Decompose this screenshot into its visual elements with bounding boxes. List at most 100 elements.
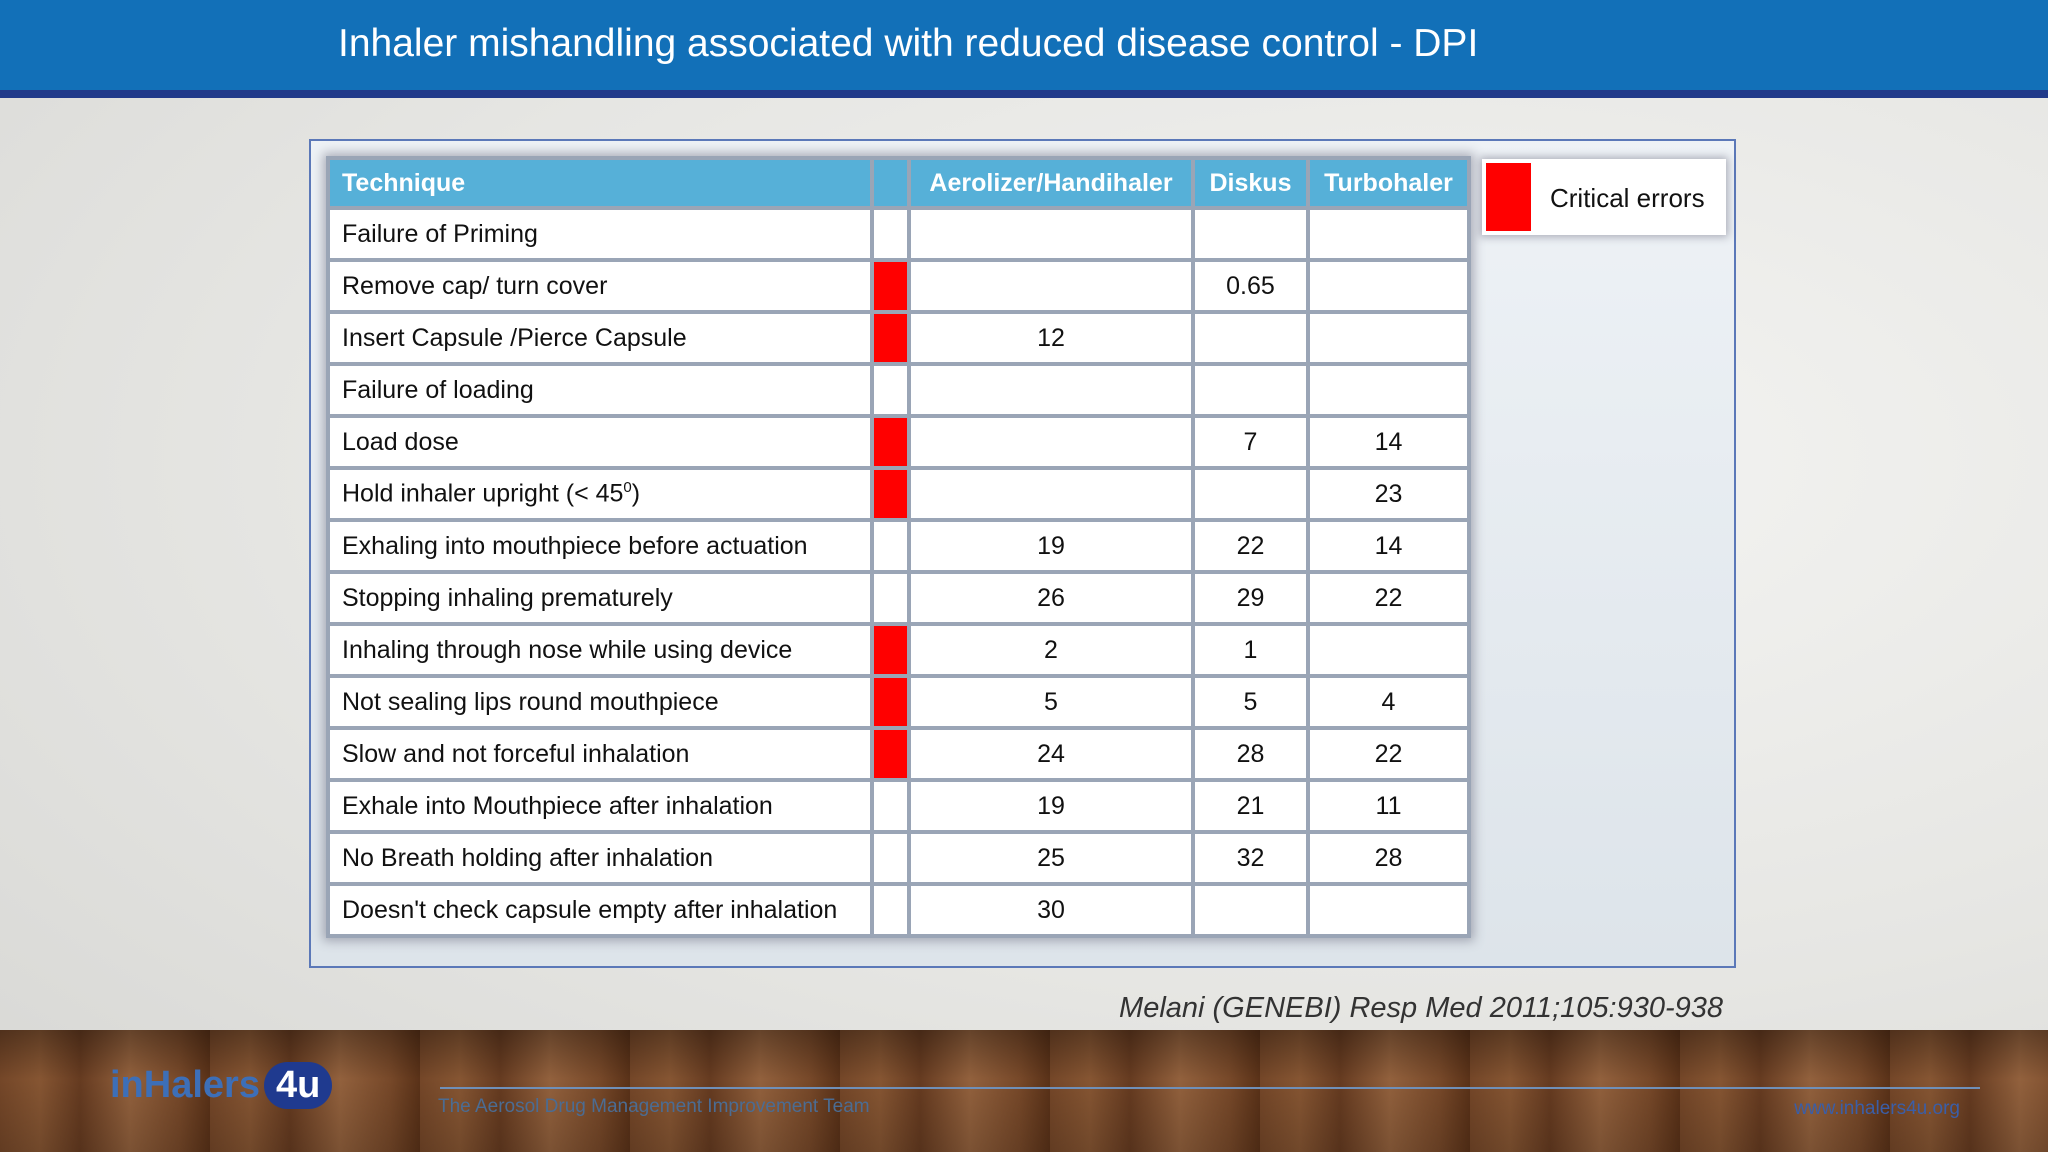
wood-floor-background	[0, 1030, 2048, 1152]
cell-diskus	[1195, 210, 1306, 258]
floor-shade	[0, 1030, 2048, 1152]
technique-label: Load dose	[342, 427, 459, 456]
footer-divider	[440, 1087, 1980, 1089]
critical-error-marker	[874, 314, 907, 362]
cell-technique: Doesn't check capsule empty after inhala…	[330, 886, 870, 934]
cell-turbohaler: 22	[1310, 730, 1467, 778]
table-row: Failure of Priming	[330, 210, 1467, 258]
cell-technique: Failure of Priming	[330, 210, 870, 258]
technique-label: Stopping inhaling prematurely	[342, 583, 673, 612]
table-row: Remove cap/ turn cover 0.65	[330, 262, 1467, 310]
critical-empty-cell	[874, 366, 907, 414]
error-table: Technique Aerolizer/Handihaler Diskus Tu…	[326, 156, 1471, 938]
inhalers4u-logo: inHalers 4u	[110, 1062, 333, 1109]
cell-technique: Remove cap/ turn cover	[330, 262, 870, 310]
table-row: Slow and not forceful inhalation 24 28 22	[330, 730, 1467, 778]
citation: Melani (GENEBI) Resp Med 2011;105:930-93…	[1119, 992, 1723, 1024]
table-row: Insert Capsule /Pierce Capsule 12	[330, 314, 1467, 362]
logo-badge: 4u	[263, 1062, 333, 1109]
critical-error-marker	[874, 262, 907, 310]
critical-empty-cell	[874, 886, 907, 934]
cell-turbohaler	[1310, 262, 1467, 310]
table-row: Exhaling into mouthpiece before actuatio…	[330, 522, 1467, 570]
slide-title: Inhaler mishandling associated with redu…	[338, 22, 1479, 65]
legend: Critical errors	[1482, 159, 1726, 235]
table-header-row: Technique Aerolizer/Handihaler Diskus Tu…	[330, 160, 1467, 206]
cell-diskus: 32	[1195, 834, 1306, 882]
cell-turbohaler	[1310, 626, 1467, 674]
header-turbohaler: Turbohaler	[1310, 160, 1467, 206]
title-bar	[0, 0, 2048, 92]
cell-aerolizer	[911, 418, 1191, 466]
critical-empty-cell	[874, 522, 907, 570]
cell-technique: Insert Capsule /Pierce Capsule	[330, 314, 870, 362]
cell-diskus	[1195, 366, 1306, 414]
cell-aerolizer: 12	[911, 314, 1191, 362]
cell-aerolizer: 19	[911, 782, 1191, 830]
table-row: No Breath holding after inhalation 25 32 28	[330, 834, 1467, 882]
cell-diskus	[1195, 314, 1306, 362]
cell-technique: Slow and not forceful inhalation	[330, 730, 870, 778]
cell-diskus: 21	[1195, 782, 1306, 830]
table-row: Hold inhaler upright (< 450) 23	[330, 470, 1467, 518]
cell-turbohaler: 4	[1310, 678, 1467, 726]
cell-technique: Not sealing lips round mouthpiece	[330, 678, 870, 726]
critical-error-marker	[874, 678, 907, 726]
table-row: Doesn't check capsule empty after inhala…	[330, 886, 1467, 934]
cell-aerolizer: 24	[911, 730, 1191, 778]
cell-turbohaler: 23	[1310, 470, 1467, 518]
table-body: Failure of Priming Remove cap/ turn cover…	[330, 210, 1467, 934]
technique-label: No Breath holding after inhalation	[342, 843, 714, 872]
technique-label: Doesn't check capsule empty after inhala…	[342, 895, 838, 924]
cell-technique: Hold inhaler upright (< 450)	[330, 470, 870, 518]
cell-technique: Exhaling into mouthpiece before actuatio…	[330, 522, 870, 570]
technique-label: Remove cap/ turn cover	[342, 271, 608, 300]
technique-label: Not sealing lips round mouthpiece	[342, 687, 719, 716]
critical-empty-cell	[874, 834, 907, 882]
header-aerolizer: Aerolizer/Handihaler	[911, 160, 1191, 206]
title-bar-rule	[0, 90, 2048, 98]
cell-diskus: 1	[1195, 626, 1306, 674]
critical-error-marker	[874, 418, 907, 466]
table-row: Exhale into Mouthpiece after inhalation 1…	[330, 782, 1467, 830]
cell-technique: Load dose	[330, 418, 870, 466]
cell-turbohaler	[1310, 886, 1467, 934]
technique-label: Failure of Priming	[342, 219, 538, 248]
cell-turbohaler	[1310, 366, 1467, 414]
cell-aerolizer: 25	[911, 834, 1191, 882]
technique-label: Inhaling through nose while using device	[342, 635, 793, 664]
cell-aerolizer: 19	[911, 522, 1191, 570]
cell-turbohaler: 14	[1310, 418, 1467, 466]
cell-technique: Stopping inhaling prematurely	[330, 574, 870, 622]
legend-label: Critical errors	[1550, 183, 1705, 213]
cell-aerolizer: 5	[911, 678, 1191, 726]
cell-diskus: 28	[1195, 730, 1306, 778]
technique-label: Slow and not forceful inhalation	[342, 739, 690, 768]
technique-label: Exhaling into mouthpiece before actuatio…	[342, 531, 808, 560]
cell-aerolizer	[911, 210, 1191, 258]
table-row: Failure of loading	[330, 366, 1467, 414]
cell-diskus	[1195, 886, 1306, 934]
technique-label: Failure of loading	[342, 375, 534, 404]
cell-technique: Inhaling through nose while using device	[330, 626, 870, 674]
critical-error-marker	[874, 470, 907, 518]
cell-diskus: 22	[1195, 522, 1306, 570]
technique-superscript: 0	[623, 479, 632, 497]
cell-aerolizer: 26	[911, 574, 1191, 622]
cell-aerolizer	[911, 470, 1191, 518]
cell-turbohaler: 11	[1310, 782, 1467, 830]
footer-website: www.inhalers4u.org	[1794, 1098, 1960, 1119]
critical-empty-cell	[874, 782, 907, 830]
cell-diskus: 29	[1195, 574, 1306, 622]
cell-aerolizer: 30	[911, 886, 1191, 934]
cell-diskus: 7	[1195, 418, 1306, 466]
cell-diskus: 5	[1195, 678, 1306, 726]
cell-turbohaler: 28	[1310, 834, 1467, 882]
cell-technique: Failure of loading	[330, 366, 870, 414]
cell-turbohaler: 22	[1310, 574, 1467, 622]
critical-empty-cell	[874, 210, 907, 258]
cell-aerolizer	[911, 366, 1191, 414]
technique-label: Exhale into Mouthpiece after inhalation	[342, 791, 773, 820]
technique-label: Hold inhaler upright (< 45	[342, 479, 624, 508]
technique-label-suffix: )	[631, 479, 641, 508]
